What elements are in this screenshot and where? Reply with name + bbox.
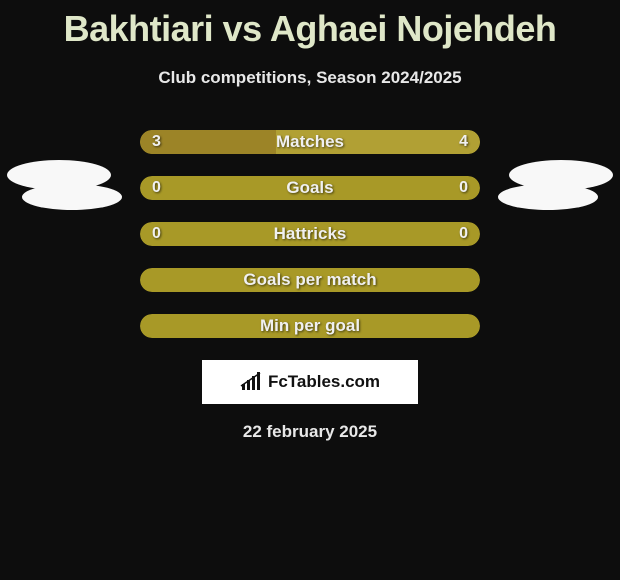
bar-value-left: 3	[152, 133, 161, 151]
bar-label: Hattricks	[140, 224, 480, 244]
bar-label: Goals per match	[140, 270, 480, 290]
bar-label: Min per goal	[140, 316, 480, 336]
bar-value-right: 0	[459, 225, 468, 243]
stat-bar: Goals0 0	[140, 176, 480, 200]
date: 22 february 2025	[0, 422, 620, 442]
stat-bar: Matches3 4	[140, 130, 480, 154]
bar-value-right: 4	[459, 133, 468, 151]
bar-chart-icon	[240, 372, 264, 392]
subtitle: Club competitions, Season 2024/2025	[0, 68, 620, 88]
brand-badge: FcTables.com	[202, 360, 418, 404]
stat-bars: Matches34Goals00Hattricks00Goals per mat…	[140, 130, 480, 338]
bar-value-right: 0	[459, 179, 468, 197]
logo-placeholder-icon	[498, 184, 598, 210]
brand-text: FcTables.com	[268, 372, 380, 392]
team-logo-left	[4, 120, 114, 230]
bar-value-left: 0	[152, 225, 161, 243]
team-logo-right	[506, 120, 616, 230]
stat-bar: Min per goal	[140, 314, 480, 338]
logo-placeholder-icon	[22, 184, 122, 210]
bar-value-left: 0	[152, 179, 161, 197]
page-title: Bakhtiari vs Aghaei Nojehdeh	[0, 0, 620, 50]
bar-label: Goals	[140, 178, 480, 198]
stat-bar: Hattricks0 0	[140, 222, 480, 246]
bar-label: Matches	[140, 132, 480, 152]
stats-area: Matches34Goals00Hattricks00Goals per mat…	[0, 130, 620, 338]
stat-bar: Goals per match	[140, 268, 480, 292]
